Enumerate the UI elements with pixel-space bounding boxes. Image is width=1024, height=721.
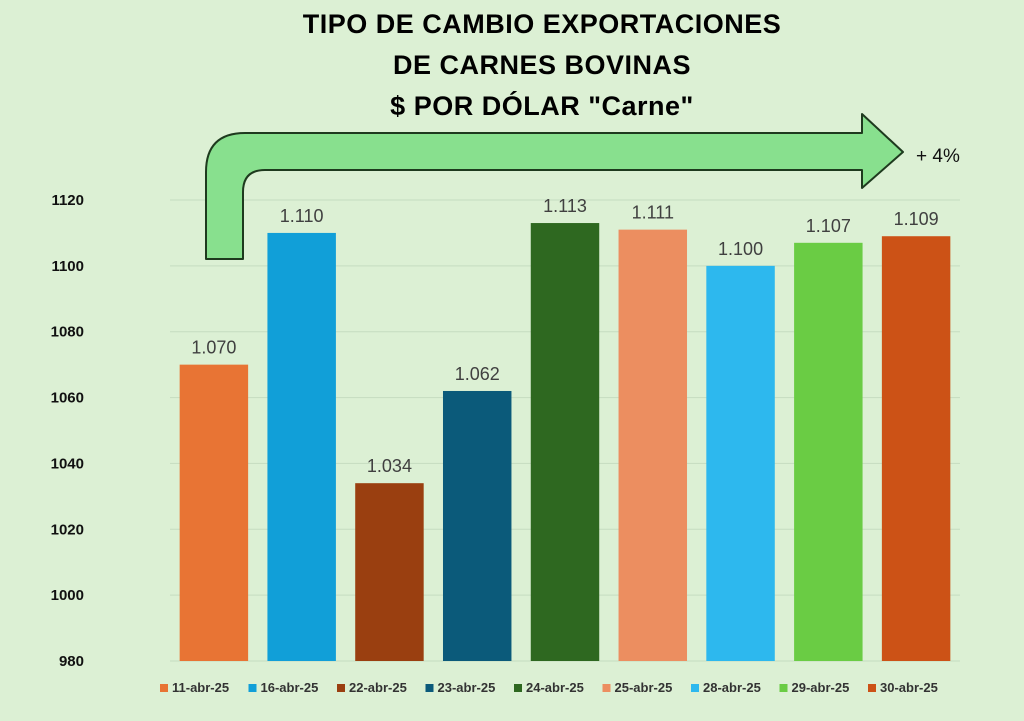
trend-annotation-label: + 4% (916, 146, 960, 167)
chart-title-line-2: DE CARNES BOVINAS (392, 50, 692, 80)
data-label: 1.070 (191, 338, 236, 358)
legend-swatch (779, 684, 788, 692)
legend-swatch (514, 684, 522, 692)
data-label: 1.107 (806, 216, 851, 236)
y-axis-ticks: 980 1000 1020 1040 1060 1080 1100 1120 (51, 192, 84, 670)
y-tick-label: 1040 (51, 455, 84, 472)
bar (442, 390, 512, 661)
bar (355, 483, 424, 661)
legend-swatch (337, 684, 345, 692)
bar (618, 229, 688, 661)
bar (267, 232, 336, 661)
bars (179, 223, 951, 662)
legend-label: 24-abr-25 (526, 680, 584, 695)
y-tick-label: 980 (59, 653, 84, 670)
legend-label: 11-abr-25 (172, 680, 229, 695)
bar (706, 265, 775, 661)
chart-title: TIPO DE CAMBIO EXPORTACIONES DE CARNES B… (200, 4, 884, 127)
bar (794, 242, 863, 662)
data-label: 1.113 (543, 196, 587, 216)
legend-label: 16-abr-25 (261, 680, 319, 695)
legend-swatch (160, 684, 168, 692)
bar (881, 236, 951, 661)
legend-label: 30-abr-25 (880, 680, 938, 695)
legend-swatch (868, 684, 876, 692)
trend-annotation: + 4% (205, 113, 960, 260)
legend-swatch (425, 684, 434, 692)
data-label: 1.109 (894, 209, 939, 229)
data-label: 1.110 (280, 206, 324, 226)
data-label: 1.062 (455, 364, 500, 384)
legend-label: 25-abr-25 (615, 680, 673, 695)
y-tick-label: 1120 (51, 192, 84, 209)
chart-title-line-3: $ POR DÓLAR "Carne" (390, 91, 694, 121)
y-tick-label: 1020 (51, 521, 84, 538)
data-label: 1.100 (718, 239, 763, 259)
chart-title-line-1: TIPO DE CAMBIO EXPORTACIONES (302, 9, 782, 39)
bar (179, 364, 249, 661)
data-label: 1.034 (367, 456, 412, 476)
y-tick-label: 1100 (51, 258, 84, 275)
y-tick-label: 1060 (51, 390, 84, 407)
legend-label: 28-abr-25 (703, 680, 761, 695)
bar (530, 223, 600, 662)
legend-label: 23-abr-25 (438, 680, 496, 695)
legend-label: 22-abr-25 (349, 680, 407, 695)
legend-swatch (248, 684, 257, 692)
data-labels: 1.070 1.110 1.034 1.062 1.113 1.111 1.100 1.107… (191, 196, 938, 476)
y-tick-label: 1000 (51, 587, 84, 604)
data-label: 1.111 (632, 203, 674, 223)
trend-arrow-icon (205, 113, 904, 260)
y-tick-label: 1080 (51, 324, 84, 341)
legend-label: 29-abr-25 (792, 680, 850, 695)
legend-swatch (602, 684, 611, 692)
legend: 11-abr-25 16-abr-25 22-abr-25 23-abr-25 24-a… (160, 680, 938, 695)
legend-swatch (691, 684, 699, 692)
